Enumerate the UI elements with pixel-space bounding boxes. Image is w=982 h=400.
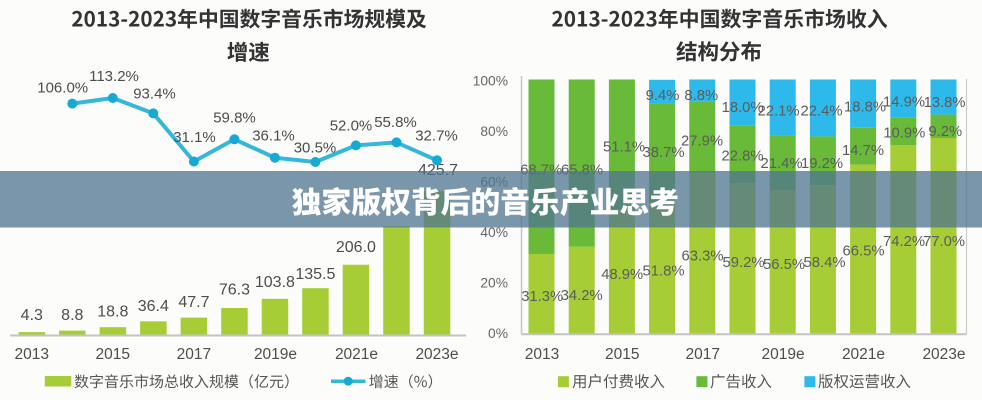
svg-text:51.8%: 51.8% <box>643 264 685 280</box>
svg-text:59.8%: 59.8% <box>213 110 256 127</box>
svg-text:31.3%: 31.3% <box>521 289 563 305</box>
svg-text:74.2%: 74.2% <box>883 234 925 250</box>
svg-text:2013: 2013 <box>525 346 559 363</box>
svg-text:135.5: 135.5 <box>295 266 335 283</box>
svg-text:9.4%: 9.4% <box>646 88 680 104</box>
svg-text:77.0%: 77.0% <box>923 234 965 250</box>
svg-text:59.2%: 59.2% <box>723 255 765 271</box>
svg-text:51.1%: 51.1% <box>603 139 645 155</box>
svg-text:22.8%: 22.8% <box>722 149 764 165</box>
svg-text:100%: 100% <box>473 73 508 88</box>
svg-text:36.1%: 36.1% <box>252 128 295 145</box>
svg-text:106.0%: 106.0% <box>37 80 88 97</box>
svg-text:2015: 2015 <box>96 346 130 363</box>
svg-text:63.3%: 63.3% <box>682 249 724 265</box>
svg-text:0%: 0% <box>488 326 508 341</box>
svg-text:32.7%: 32.7% <box>415 128 458 145</box>
svg-text:18.0%: 18.0% <box>722 100 764 116</box>
svg-text:2021e: 2021e <box>842 346 885 363</box>
svg-text:8.8%: 8.8% <box>684 88 718 104</box>
svg-text:206.0: 206.0 <box>336 239 376 256</box>
svg-text:48.9%: 48.9% <box>601 267 643 283</box>
svg-text:22.1%: 22.1% <box>758 103 800 119</box>
svg-text:10.9%: 10.9% <box>883 126 925 142</box>
svg-text:14.7%: 14.7% <box>842 143 884 159</box>
svg-text:80%: 80% <box>480 124 508 139</box>
svg-text:113.2%: 113.2% <box>89 68 139 85</box>
svg-text:20%: 20% <box>480 275 508 290</box>
svg-text:34.2%: 34.2% <box>561 288 603 304</box>
svg-text:2021e: 2021e <box>335 346 378 363</box>
svg-text:22.4%: 22.4% <box>801 103 843 119</box>
svg-text:27.9%: 27.9% <box>681 134 723 150</box>
svg-text:2023e: 2023e <box>922 346 965 363</box>
svg-text:56.5%: 56.5% <box>763 257 805 273</box>
svg-text:18.8%: 18.8% <box>844 99 886 115</box>
svg-text:8.8: 8.8 <box>61 307 83 324</box>
svg-text:93.4%: 93.4% <box>133 86 176 103</box>
svg-text:19.2%: 19.2% <box>801 156 843 172</box>
svg-text:2023e: 2023e <box>415 346 458 363</box>
svg-text:31.1%: 31.1% <box>173 129 216 146</box>
svg-text:2015: 2015 <box>605 346 639 363</box>
svg-text:2013: 2013 <box>15 346 49 363</box>
svg-text:36.4: 36.4 <box>138 298 169 315</box>
svg-text:30.5%: 30.5% <box>294 140 337 157</box>
svg-text:76.3: 76.3 <box>219 282 250 299</box>
svg-text:40%: 40% <box>480 225 508 240</box>
svg-text:103.8: 103.8 <box>255 274 295 291</box>
svg-text:21.4%: 21.4% <box>761 156 803 172</box>
svg-text:2017: 2017 <box>177 346 211 363</box>
svg-text:2019e: 2019e <box>762 346 805 363</box>
svg-text:2017: 2017 <box>685 346 719 363</box>
svg-text:4.3: 4.3 <box>21 307 43 324</box>
svg-text:47.7: 47.7 <box>178 294 209 311</box>
svg-text:14.9%: 14.9% <box>883 95 925 111</box>
svg-text:58.4%: 58.4% <box>804 255 846 271</box>
svg-text:38.7%: 38.7% <box>643 145 685 161</box>
svg-text:52.0%: 52.0% <box>330 118 373 135</box>
svg-text:2019e: 2019e <box>254 346 297 363</box>
svg-text:66.5%: 66.5% <box>843 244 885 260</box>
svg-text:13.8%: 13.8% <box>924 95 966 111</box>
svg-text:55.8%: 55.8% <box>374 114 417 131</box>
svg-text:18.8: 18.8 <box>97 304 128 321</box>
svg-text:9.2%: 9.2% <box>928 124 962 140</box>
